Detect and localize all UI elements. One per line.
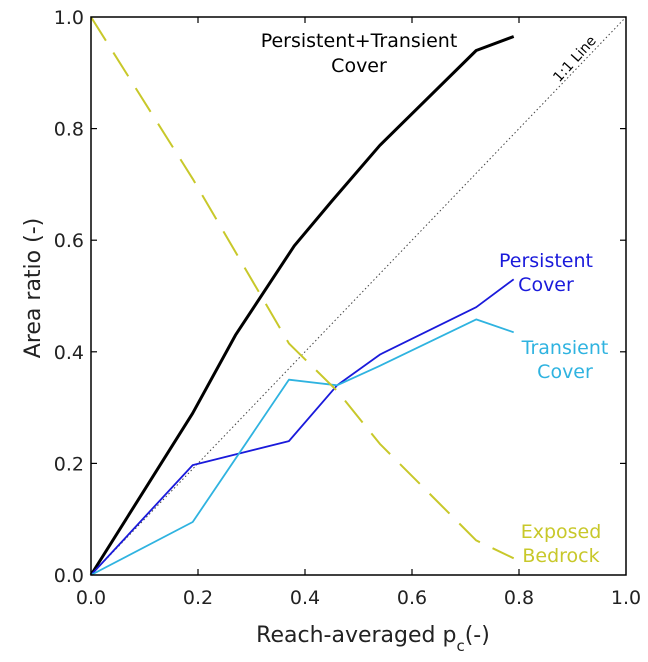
plot-frame (90, 16, 627, 576)
y-tick-label: 0.4 (54, 342, 84, 364)
x-tick-label: 0.0 (76, 587, 106, 609)
series-line-transient-cover (90, 318, 514, 576)
y-tick-label: 0.8 (54, 119, 84, 141)
series-line-persistent-cover (90, 278, 515, 576)
series-line-persistent-transient-cover (89, 35, 515, 576)
series-label-exposed-bedrock: Exposed Bedrock (521, 521, 602, 567)
x-tick-label: 0.4 (290, 587, 320, 609)
y-tick-label: 0.2 (54, 453, 84, 475)
series-label-persistent-transient-cover: Persistent+Transient Cover (261, 30, 458, 77)
y-axis-ticks: 0.0 0.2 0.4 0.6 0.8 1.0 (54, 7, 626, 587)
x-tick-label: 1.0 (611, 587, 641, 609)
plot-content (89, 16, 627, 576)
y-tick-label: 1.0 (54, 7, 84, 29)
x-tick-label: 0.8 (504, 587, 534, 609)
reference-line-1-1 (90, 16, 627, 576)
x-axis-ticks: 0.0 0.2 0.4 0.6 0.8 1.0 (76, 17, 641, 609)
x-tick-label: 0.6 (397, 587, 427, 609)
y-tick-label: 0.0 (54, 565, 84, 587)
x-tick-label: 0.2 (183, 587, 213, 609)
y-tick-label: 0.6 (54, 230, 84, 252)
reference-line-label: 1:1 Line (550, 33, 599, 85)
series-label-transient-cover: Transient Cover (521, 337, 609, 383)
series-label-persistent-cover: Persistent Cover (499, 250, 593, 296)
series-line-exposed-bedrock (90, 16, 515, 560)
y-axis-label: Area ratio (-) (21, 218, 46, 358)
x-axis-label: Reach-averaged pc(-) (256, 623, 490, 655)
